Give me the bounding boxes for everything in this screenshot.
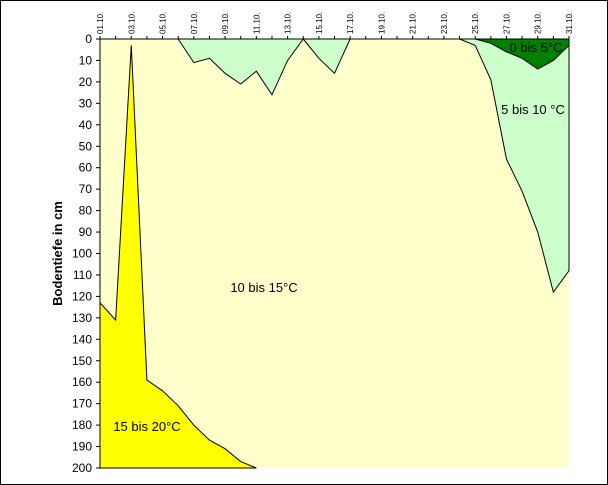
region-label-15-bis-20-c: 15 bis 20°C xyxy=(113,419,180,434)
y-tick-label: 50 xyxy=(79,139,93,153)
y-tick-label: 130 xyxy=(72,311,92,325)
y-tick-label: 170 xyxy=(72,397,92,411)
y-tick-label: 70 xyxy=(79,182,93,196)
y-tick-label: 160 xyxy=(72,375,92,389)
y-tick-label: 10 xyxy=(79,53,93,67)
y-tick-label: 40 xyxy=(79,118,93,132)
x-tick-label: 07.10. xyxy=(190,12,199,34)
axes-layer xyxy=(96,36,570,469)
y-tick-label: 150 xyxy=(72,354,92,368)
x-tick-label: 17.10. xyxy=(346,12,355,34)
x-tick-label: 01.10. xyxy=(96,12,105,34)
y-tick-label: 120 xyxy=(72,289,92,303)
region-label-10-bis-15-c: 10 bis 15°C xyxy=(230,280,297,295)
x-tick-label: 15.10. xyxy=(315,12,324,34)
plot-area xyxy=(100,39,569,468)
x-tick-label: 23.10. xyxy=(440,12,449,34)
area-0-bis-5-c-segment-1 xyxy=(475,38,570,70)
y-tick-label: 140 xyxy=(72,332,92,346)
y-tick-label: 80 xyxy=(79,204,93,218)
x-tick-label: 09.10. xyxy=(221,12,230,34)
x-tick-label: 03.10. xyxy=(127,12,136,34)
area-5-bis-10-c-segment-1 xyxy=(177,38,305,96)
y-axis-label: Bodentiefe in cm xyxy=(50,201,65,306)
region-label-5-bis-10-c: 5 bis 10 °C xyxy=(501,102,565,117)
y-tick-label: 110 xyxy=(73,268,92,282)
region-label-0-bis-5-c: 0 bis 5°C xyxy=(510,40,563,55)
area-layer xyxy=(99,38,570,469)
x-tick-label: 29.10. xyxy=(534,12,543,34)
y-tick-label: 20 xyxy=(79,75,93,89)
y-tick-label: 190 xyxy=(72,440,92,454)
y-tick-labels: 0 10 20 30 40 50 60 70 80 90 100 110 120 130 140 150 160… xyxy=(72,32,92,475)
y-tick-label: 90 xyxy=(79,225,93,239)
x-tick-label: 19.10. xyxy=(377,12,386,34)
x-tick-labels: 01.10. 03.10. 05.10. 07.10. 09.10. 11.10. 13.1… xyxy=(96,12,574,34)
x-tick-label: 05.10. xyxy=(159,12,168,34)
x-tick-label: 25.10. xyxy=(471,12,480,34)
y-tick-label: 180 xyxy=(72,418,92,432)
area-5-bis-10-c-segment-3 xyxy=(459,38,570,294)
x-tick-label: 21.10. xyxy=(409,12,418,34)
x-tick-label: 31.10. xyxy=(565,12,574,34)
y-tick-label: 30 xyxy=(79,96,93,110)
y-tick-label: 60 xyxy=(79,161,93,175)
y-tick-label: 100 xyxy=(72,247,92,261)
y-tick-label: 200 xyxy=(72,461,92,475)
region-labels: 10 bis 15°C 15 bis 20°C 5 bis 10 °C 0 bis 5… xyxy=(113,40,565,434)
x-tick-label: 27.10. xyxy=(502,12,511,34)
x-tick-label: 11.10. xyxy=(252,12,261,34)
area-15-bis-20-c xyxy=(99,45,257,469)
x-tick-label: 13.10. xyxy=(284,12,293,34)
y-tick-label: 0 xyxy=(85,32,92,46)
